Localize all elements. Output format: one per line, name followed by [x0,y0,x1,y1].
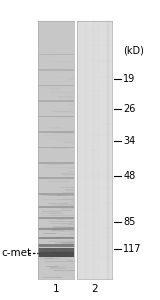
Bar [38,162,74,164]
Bar [38,116,74,117]
Text: 19: 19 [123,74,136,84]
Bar [38,146,74,148]
Bar [38,69,74,71]
Bar [38,100,74,102]
Text: 117: 117 [123,244,142,254]
Bar [38,237,74,239]
Bar [38,54,74,56]
Bar [38,85,74,86]
Text: 85: 85 [123,217,136,227]
Bar [38,228,74,230]
Bar [38,206,74,208]
Bar [38,21,74,279]
Text: (kD): (kD) [123,46,144,56]
Bar [38,252,74,257]
Bar [38,248,74,252]
Bar [77,21,112,279]
Text: c-met: c-met [2,248,32,258]
Bar [38,131,74,133]
Text: 26: 26 [123,104,136,114]
Bar [38,193,74,195]
Text: 34: 34 [123,136,136,146]
Bar [38,244,74,247]
Bar [38,178,74,179]
Text: 48: 48 [123,171,136,181]
Text: 1: 1 [53,284,59,294]
Text: 2: 2 [91,284,98,294]
Bar [38,218,74,219]
